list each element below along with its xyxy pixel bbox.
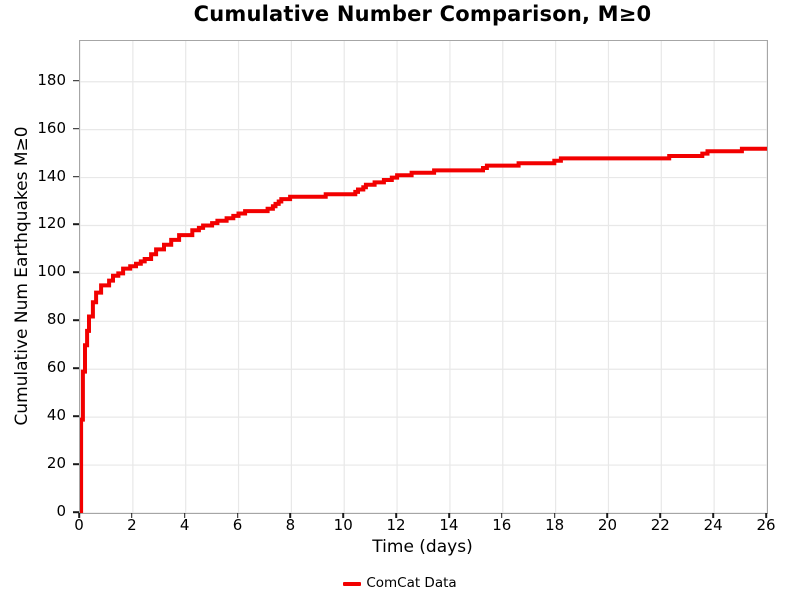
y-tick-label: 180 [37, 70, 66, 89]
x-tick-mark [765, 513, 767, 518]
y-tick-label: 100 [37, 262, 66, 281]
y-tick-mark [73, 463, 79, 465]
x-tick-label: 8 [285, 516, 296, 534]
y-tick-label: 60 [46, 358, 66, 377]
x-tick-mark [289, 513, 292, 518]
x-tick-mark [659, 513, 662, 518]
y-tick-mark [73, 415, 79, 417]
series-comcat-data [80, 146, 767, 513]
y-tick-label: 0 [56, 502, 66, 521]
x-tick-label: 12 [386, 516, 406, 534]
x-tick-label: 2 [127, 516, 137, 534]
x-tick-label: 10 [333, 516, 353, 534]
y-tick-mark [73, 367, 79, 370]
x-tick-label: 6 [232, 516, 243, 534]
y-tick-mark [73, 127, 79, 130]
y-axis-tick-labels: 0 20 40 60 80 100 120 140 160 180 [0, 40, 68, 518]
x-tick-mark [236, 513, 239, 518]
x-axis-tick-labels: 0 2 4 6 8 10 12 14 16 18 20 22 24 26 [74, 516, 775, 535]
x-tick-mark [342, 513, 345, 518]
x-tick-label: 4 [179, 516, 190, 534]
x-tick-mark [712, 513, 714, 518]
y-tick-label: 20 [46, 454, 66, 473]
x-tick-mark [606, 513, 609, 518]
x-tick-label: 14 [439, 516, 459, 534]
x-tick-label: 16 [492, 516, 512, 534]
x-tick-mark [395, 513, 397, 518]
plot-area [79, 40, 768, 514]
x-tick-mark [500, 513, 503, 518]
y-tick-mark [73, 175, 79, 178]
legend: ComCat Data [0, 574, 800, 594]
y-tick-mark [73, 79, 79, 82]
y-tick-label: 40 [46, 406, 66, 425]
y-tick-mark [73, 271, 79, 274]
y-tick-mark [73, 511, 79, 513]
x-tick-mark [553, 513, 556, 518]
chart-title: Cumulative Number Comparison, M≥0 [193, 2, 652, 26]
y-tick-mark [73, 223, 79, 226]
legend-label: ComCat Data [366, 575, 457, 592]
y-tick-label: 160 [37, 118, 66, 137]
x-axis-label: Time (days) [372, 537, 473, 557]
y-tick-mark [73, 319, 79, 322]
x-tick-mark [131, 513, 133, 518]
x-tick-label: 0 [74, 516, 84, 534]
x-tick-label: 26 [756, 516, 776, 534]
legend-line-swatch [343, 582, 362, 586]
y-tick-label: 80 [46, 310, 66, 329]
y-tick-label: 120 [37, 214, 66, 233]
x-tick-mark [448, 513, 450, 518]
y-tick-label: 140 [37, 166, 66, 185]
x-tick-label: 22 [650, 516, 670, 534]
x-tick-mark [183, 513, 186, 518]
x-tick-label: 20 [597, 516, 617, 534]
y-axis-label: Cumulative Num Earthquakes M≥0 [12, 126, 32, 426]
x-axis-tick-marks [78, 512, 767, 518]
chart-canvas [80, 41, 767, 513]
x-tick-mark [78, 513, 80, 518]
x-tick-label: 24 [703, 516, 723, 534]
y-axis-tick-marks [73, 40, 79, 513]
x-tick-label: 18 [545, 516, 565, 534]
